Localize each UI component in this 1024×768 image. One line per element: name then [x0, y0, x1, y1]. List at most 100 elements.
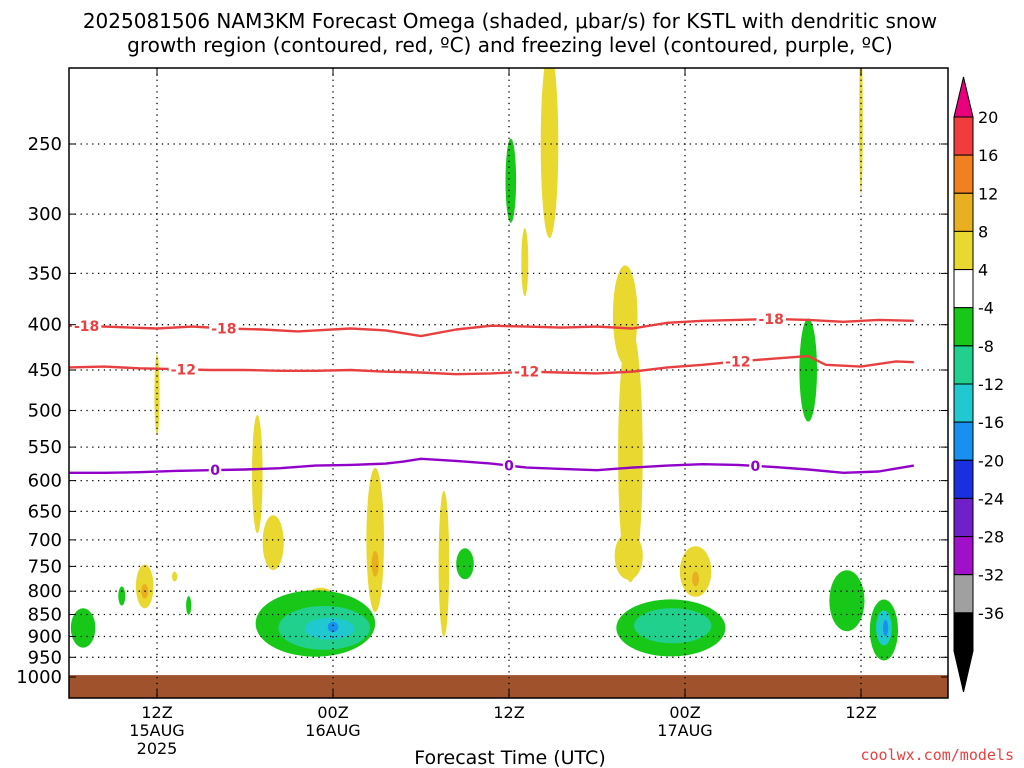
- colorbar-label-5: -4: [978, 299, 994, 318]
- contour-line-2: [69, 457, 914, 475]
- y-tick-label-250: 250: [28, 134, 62, 155]
- contour-label-bg-1-1: [511, 364, 542, 379]
- colorbar: 20 16 12 8 4 -4 -8 -12 -16 -20 -24 -28 -32 -36: [953, 76, 1004, 693]
- downdraft-cell-6: [327, 621, 339, 633]
- colorbar-label-10: -24: [978, 489, 1004, 508]
- omega-shading: [70, 68, 899, 661]
- y-tick-label-600: 600: [28, 471, 62, 492]
- chart-title-line1: 2025081506 NAM3KM Forecast Omega (shaded…: [83, 9, 937, 33]
- contour-label-2-0: 0: [210, 463, 220, 479]
- y-tick-label-550: 550: [28, 437, 62, 458]
- y-tick-label-900: 900: [28, 627, 62, 648]
- updraft-cell-0: [154, 354, 160, 435]
- downdraft-cell-12: [829, 570, 865, 632]
- contour-label-1-0: -12: [171, 362, 196, 378]
- y-tick-label-850: 850: [28, 605, 62, 626]
- temperature-contours: -18 -18 -18 -12 -12 -12 0 0 0: [69, 311, 914, 479]
- x-tick-label-0-1: 15AUG: [129, 721, 184, 740]
- x-tick-label-4-0: 12Z: [845, 703, 876, 722]
- contour-label-bg-2-1: [502, 458, 516, 473]
- y-tick-label-350: 350: [28, 263, 62, 284]
- contour-label-2-1: 0: [504, 459, 514, 475]
- colorbar-segment-5: [953, 307, 974, 347]
- downdraft-cell-11: [799, 318, 817, 422]
- credit-text: coolwx.com/models: [860, 746, 1014, 764]
- ground-layer: [69, 675, 948, 698]
- contour-label-bg-1-2: [723, 354, 753, 369]
- colorbar-segment-4: [953, 269, 974, 309]
- downdraft-cell-10: [634, 608, 712, 644]
- y-tick-label-450: 450: [28, 360, 62, 381]
- contour-label-bg-0-2: [756, 311, 786, 326]
- updraft-cell-17: [859, 68, 863, 195]
- contour-line-1: [69, 354, 914, 376]
- x-tick-label-0-2: 2025: [137, 739, 178, 758]
- updraft-cell-8: [371, 550, 379, 577]
- contour-label-0-2: -18: [759, 312, 784, 328]
- updraft-cell-9: [438, 490, 450, 637]
- colorbar-segment-12: [953, 574, 974, 614]
- updraft-cell-10: [521, 228, 529, 297]
- colorbar-segment-3: [953, 230, 974, 270]
- updraft-cell-16: [692, 571, 700, 587]
- y-tick-label-500: 500: [28, 401, 62, 422]
- colorbar-label-6: -8: [978, 337, 994, 356]
- contour-label-bg-0-1: [209, 321, 239, 336]
- x-tick-label-3-0: 00Z: [669, 703, 700, 722]
- colorbar-label-9: -20: [978, 451, 1004, 470]
- colorbar-label-0: 20: [978, 108, 998, 127]
- updraft-cell-11: [540, 68, 559, 239]
- downdraft-cell-2: [186, 596, 192, 615]
- updraft-cell-15: [679, 546, 712, 597]
- x-tick-label-3-1: 17AUG: [657, 721, 712, 740]
- colorbar-top-triangle: [953, 76, 974, 118]
- colorbar-bottom-triangle: [953, 650, 974, 693]
- y-tick-label-750: 750: [28, 556, 62, 577]
- contour-label-1-1: -12: [514, 365, 539, 381]
- colorbar-segment-1: [953, 154, 974, 194]
- updraft-cell-3: [172, 571, 178, 582]
- colorbar-label-8: -16: [978, 413, 1004, 432]
- updraft-cell-13: [618, 326, 643, 583]
- colorbar-segment-10: [953, 497, 974, 537]
- contour-label-1-2: -12: [725, 354, 750, 370]
- plot-area: -18 -18 -18 -12 -12 -12 0 0 0: [69, 68, 948, 698]
- colorbar-label-3: 8: [978, 222, 988, 241]
- grid-lines: [69, 68, 948, 698]
- downdraft-cell-1: [118, 586, 126, 606]
- colorbar-label-12: -32: [978, 566, 1004, 585]
- contour-label-bg-2-0: [208, 463, 222, 478]
- colorbar-label-11: -28: [978, 528, 1004, 547]
- colorbar-segment-11: [953, 536, 974, 576]
- x-tick-label-0-0: 12Z: [141, 703, 172, 722]
- downdraft-cell-15: [883, 620, 889, 636]
- x-tick-label-1-1: 16AUG: [305, 721, 360, 740]
- updraft-cell-5: [262, 515, 284, 570]
- downdraft-cell-0: [70, 608, 96, 648]
- y-tick-label-700: 700: [28, 530, 62, 551]
- colorbar-segment-6: [953, 345, 974, 385]
- contour-label-0-1: -18: [211, 321, 236, 337]
- colorbar-segment-9: [953, 459, 974, 499]
- contour-label-bg-2-2: [749, 458, 762, 473]
- y-axis: 2503003504004505005506006507007508008509…: [16, 134, 948, 688]
- colorbar-segment-7: [953, 383, 974, 423]
- contour-label-2-2: 0: [751, 459, 761, 475]
- downdraft-cell-7: [456, 548, 474, 580]
- updraft-cell-7: [366, 467, 385, 613]
- contour-label-bg-1-0: [168, 362, 199, 377]
- y-tick-label-950: 950: [28, 647, 62, 668]
- chart-title-line2: growth region (contoured, red, ºC) and f…: [127, 33, 893, 57]
- contour-label-bg-0-0: [71, 319, 102, 334]
- colorbar-label-4: 4: [978, 261, 988, 280]
- y-tick-label-1000: 1000: [16, 667, 62, 688]
- y-tick-label-300: 300: [28, 204, 62, 225]
- colorbar-label-1: 16: [978, 146, 998, 165]
- y-tick-label-800: 800: [28, 581, 62, 602]
- colorbar-label-13: -36: [978, 604, 1004, 623]
- ground-fill: [69, 675, 948, 698]
- downdraft-cell-8: [505, 138, 517, 223]
- x-axis-label: Forecast Time (UTC): [414, 747, 605, 768]
